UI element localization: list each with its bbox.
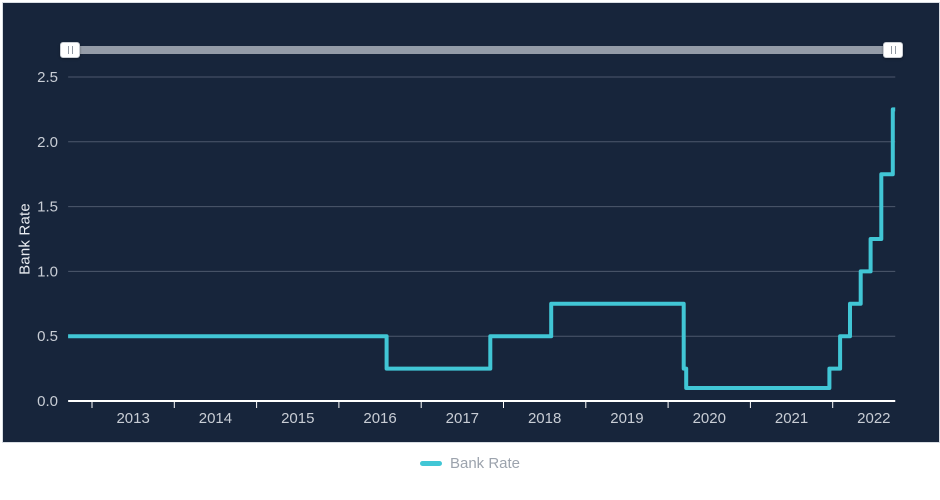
x-tick-label: 2015 <box>281 410 314 427</box>
legend-item-bank-rate[interactable]: Bank Rate <box>0 452 940 474</box>
range-slider-track[interactable] <box>60 46 900 54</box>
handle-grip-icon <box>71 46 73 54</box>
y-tick-label: 0.0 <box>37 393 58 410</box>
x-tick-label: 2022 <box>857 410 890 427</box>
plot-area[interactable]: 2013 2014 2015 2016 2017 2018 2019 2020 2021 2022… <box>3 3 939 442</box>
x-tick-label: 2017 <box>446 410 479 427</box>
chart-panel: 2013 2014 2015 2016 2017 2018 2019 2020 2021 2022… <box>2 2 940 443</box>
legend-marker-icon <box>419 460 442 466</box>
x-tick-label: 2018 <box>528 410 561 427</box>
bank-rate-series-line <box>68 107 896 390</box>
x-tick-label: 2013 <box>116 410 149 427</box>
handle-grip-icon <box>67 46 69 54</box>
y-tick-label: 0.5 <box>37 328 58 345</box>
range-start-handle[interactable] <box>60 42 80 58</box>
y-tick-label: 2.0 <box>37 134 58 151</box>
x-tick-label: 2016 <box>363 410 396 427</box>
handle-grip-icon <box>894 46 896 54</box>
y-axis-title: Bank Rate <box>16 203 34 275</box>
x-tick-label: 2014 <box>199 410 232 427</box>
x-tick-label: 2020 <box>693 410 726 427</box>
handle-grip-icon <box>890 46 892 54</box>
y-tick-label: 1.5 <box>37 199 58 216</box>
x-tick-label: 2019 <box>610 410 643 427</box>
range-end-handle[interactable] <box>883 42 903 58</box>
y-tick-label: 1.0 <box>37 263 58 280</box>
y-tick-label: 2.5 <box>37 69 58 86</box>
legend-label: Bank Rate <box>449 454 521 472</box>
x-tick-label: 2021 <box>775 410 808 427</box>
